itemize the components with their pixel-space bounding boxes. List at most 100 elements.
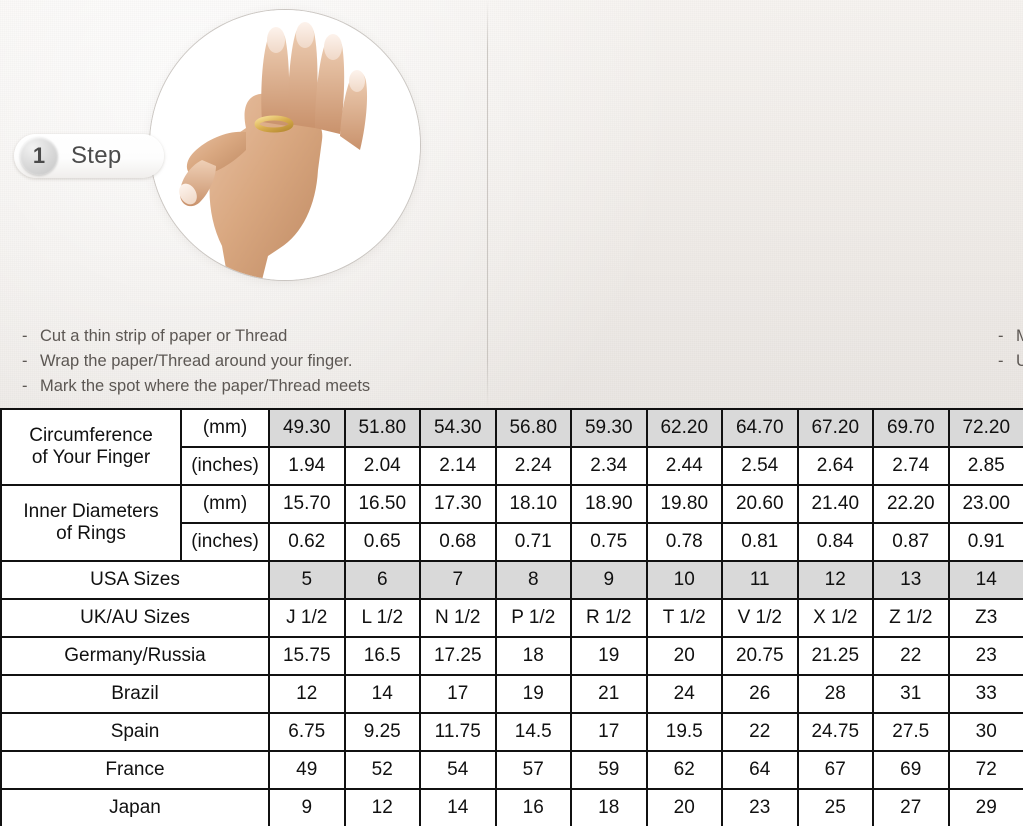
table-cell: 72 <box>947 750 1023 790</box>
instruction-line: - Use the following chart to determine yo… <box>998 349 1023 374</box>
row-header-label: Brazil <box>0 674 270 714</box>
instruction-line: - Wrap the paper/Thread around your finge… <box>22 349 370 374</box>
row-header-line: of Rings <box>56 523 126 544</box>
table-cell: 49 <box>268 750 346 790</box>
row-header-label: Germany/Russia <box>0 636 270 676</box>
table-cell: P 1/2 <box>494 598 572 638</box>
table-cell: 14.5 <box>494 712 572 752</box>
table-cell: 69.70 <box>872 408 950 448</box>
instruction-text: Cut a thin strip of paper or Thread <box>40 327 288 345</box>
table-cell: 20 <box>645 636 723 676</box>
table-cell: 0.65 <box>343 522 421 562</box>
instruction-line: - Measure the length of the thread with y… <box>998 324 1023 349</box>
instruction-line: - Mark the spot where the paper/Thread me… <box>22 374 370 399</box>
table-cell: 67.20 <box>796 408 874 448</box>
step-1-badge: 1 Step <box>14 134 164 178</box>
table-cell: 2.14 <box>419 446 497 486</box>
table-cell: 15.70 <box>268 484 346 524</box>
table-cell: 2.34 <box>570 446 648 486</box>
table-row: (inches) 1.94 2.04 2.14 2.24 2.34 2.44 2.54 2.64… <box>1 446 1023 486</box>
table-cell: 30 <box>947 712 1023 752</box>
table-cell: 2.85 <box>947 446 1023 486</box>
table-cell: 22.20 <box>872 484 950 524</box>
table-cell: 69 <box>872 750 950 790</box>
table-cell: 2.24 <box>494 446 572 486</box>
table-cell: 2.04 <box>343 446 421 486</box>
table-cell: 0.78 <box>645 522 723 562</box>
table-row: Germany/Russia 15.75 16.5 17.25 18 19 20 20.75 2… <box>0 636 1023 676</box>
table-cell: 52 <box>343 750 421 790</box>
table-cell: 15.75 <box>268 636 346 676</box>
table-cell: R 1/2 <box>570 598 648 638</box>
table-cell: 14 <box>947 560 1023 600</box>
table-cell: 0.81 <box>721 522 799 562</box>
table-cell: 1.94 <box>268 446 346 486</box>
table-cell: 12 <box>796 560 874 600</box>
table-cell: 0.62 <box>268 522 346 562</box>
instruction-text: Measure the length of the thread with yo… <box>1016 327 1023 345</box>
step-2-instructions: - Measure the length of the thread with y… <box>998 324 1023 374</box>
bullet-dash-icon: - <box>22 352 28 370</box>
ring-size-conversion-table: Circumference of Your Finger (mm) 49.30 51.8… <box>0 408 1023 826</box>
table-cell: 56.80 <box>494 408 572 448</box>
table-cell: 5 <box>268 560 346 600</box>
table-cell: 14 <box>419 788 497 826</box>
row-unit-label: (inches) <box>180 522 270 562</box>
table-cell: 54.30 <box>419 408 497 448</box>
row-header-line: of Your Finger <box>31 447 151 468</box>
table-cell: 2.74 <box>872 446 950 486</box>
table-cell: 26 <box>721 674 799 714</box>
table-row: Circumference of Your Finger (mm) 49.30 51.8… <box>0 408 1023 486</box>
row-header-label: Japan <box>0 788 270 826</box>
table-cell: 0.91 <box>947 522 1023 562</box>
table-cell: 18 <box>494 636 572 676</box>
table-row: USA Sizes 5 6 7 8 9 10 11 12 13 14 <box>0 560 1023 600</box>
table-cell: 13 <box>872 560 950 600</box>
table-cell: 21.40 <box>796 484 874 524</box>
table-cell: 28 <box>796 674 874 714</box>
table-cell: Z 1/2 <box>872 598 950 638</box>
table-cell: 19.5 <box>645 712 723 752</box>
bullet-dash-icon: - <box>998 352 1004 370</box>
step-2-panel: 1 2 3 made in china 2 Step -Measure the … <box>488 0 1023 408</box>
table-cell: 12 <box>268 674 346 714</box>
table-cell: 21.25 <box>796 636 874 676</box>
table-cell: 64.70 <box>721 408 799 448</box>
table-cell: 51.80 <box>343 408 421 448</box>
step-1-label: Step <box>71 142 122 169</box>
table-cell: 49.30 <box>268 408 346 448</box>
table-cell: 25 <box>796 788 874 826</box>
table-cell: 19 <box>494 674 572 714</box>
table-cell: 7 <box>419 560 497 600</box>
table-cell: 17 <box>419 674 497 714</box>
step-1-number: 1 <box>20 137 58 175</box>
table-cell: 31 <box>872 674 950 714</box>
table-cell: 0.87 <box>872 522 950 562</box>
instruction-text: Use the following chart to determine you… <box>1016 352 1023 370</box>
table-cell: 57 <box>494 750 572 790</box>
table-cell: 27.5 <box>872 712 950 752</box>
table-row: France 49 52 54 57 59 62 64 67 69 72 <box>0 750 1023 790</box>
table-row: Brazil 12 14 17 19 21 24 26 28 31 33 <box>0 674 1023 714</box>
instruction-text: Mark the spot where the paper/Thread mee… <box>40 377 371 395</box>
instruction-text: Wrap the paper/Thread around your finger… <box>40 352 353 370</box>
table-cell: 19.80 <box>645 484 723 524</box>
table-cell: 16.5 <box>343 636 421 676</box>
row-unit-label: (mm) <box>180 484 270 524</box>
table-cell: 11.75 <box>419 712 497 752</box>
table-cell: N 1/2 <box>419 598 497 638</box>
row-header-label: USA Sizes <box>0 560 270 600</box>
panel-divider <box>487 0 488 408</box>
table-cell: Z3 <box>947 598 1023 638</box>
row-header-label: France <box>0 750 270 790</box>
bullet-dash-icon: - <box>22 377 28 395</box>
row-unit-label: (inches) <box>180 446 270 486</box>
table-cell: 18.90 <box>570 484 648 524</box>
table-cell: 9.25 <box>343 712 421 752</box>
table-cell: X 1/2 <box>796 598 874 638</box>
table-cell: 20.60 <box>721 484 799 524</box>
table-cell: 54 <box>419 750 497 790</box>
row-header-line: Circumference <box>29 425 153 446</box>
table-cell: 6 <box>343 560 421 600</box>
table-cell: 10 <box>645 560 723 600</box>
